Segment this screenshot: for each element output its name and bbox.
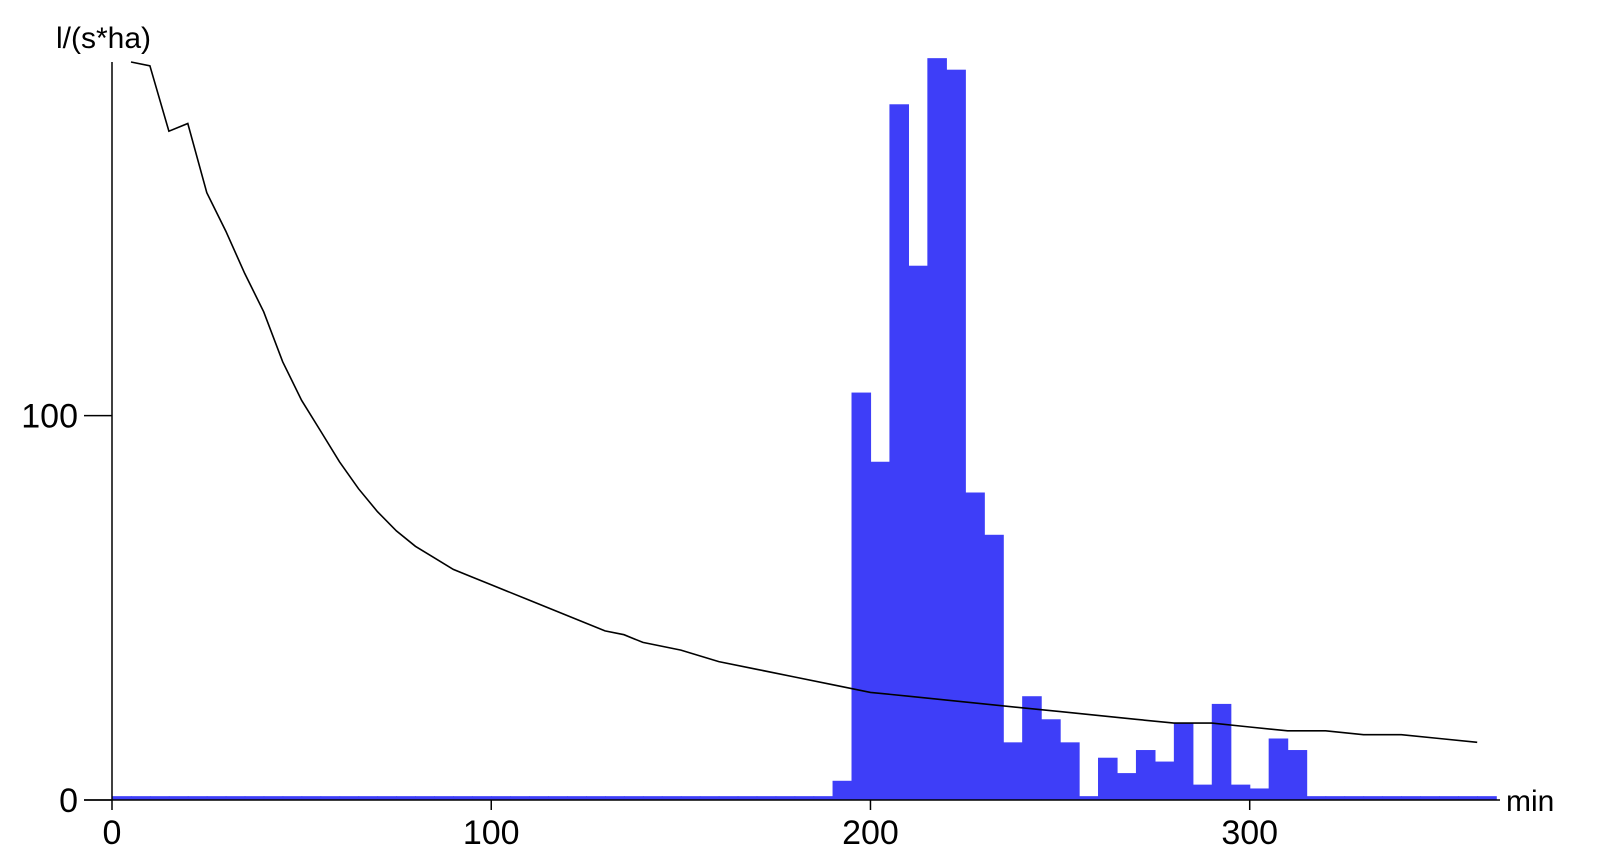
rain-bar — [1363, 796, 1384, 800]
rain-bar — [737, 796, 758, 800]
rain-bar — [718, 796, 739, 800]
rain-bar — [149, 796, 170, 800]
rain-bar — [1420, 796, 1440, 800]
rain-bar — [1098, 757, 1118, 800]
rain-bar — [1458, 796, 1478, 800]
rain-bar — [377, 796, 398, 800]
rain-bar — [1060, 742, 1080, 800]
rain-bar — [434, 796, 454, 800]
rain-bars — [112, 58, 1497, 800]
rain-bar — [1230, 784, 1251, 800]
x-tick-label: 100 — [463, 814, 520, 852]
rain-bar — [529, 796, 549, 800]
rain-bar — [775, 796, 796, 800]
rain-bar — [1325, 796, 1346, 800]
rain-bar — [1439, 796, 1459, 800]
y-ticks: 0 100 — [21, 398, 112, 820]
rain-bar — [1211, 703, 1232, 800]
rain-bar — [1192, 784, 1213, 800]
rain-bar — [661, 796, 682, 800]
rain-bar — [870, 461, 891, 800]
rain-bar — [965, 492, 985, 800]
y-axis-label: l/(s*ha) — [56, 22, 151, 55]
rain-bar — [813, 796, 834, 800]
rain-bar — [984, 534, 1004, 800]
rain-bar — [510, 796, 530, 800]
rain-bar — [1477, 796, 1497, 800]
rain-bar — [339, 796, 360, 800]
rain-bar — [225, 796, 246, 800]
rain-bar — [472, 796, 492, 800]
rain-bar — [1287, 750, 1308, 800]
rain-bar — [889, 104, 909, 800]
rain-bar — [908, 265, 928, 800]
rain-bar — [168, 796, 189, 800]
rain-bar — [794, 796, 815, 800]
rain-bar — [851, 392, 872, 800]
x-tick-label: 300 — [1221, 814, 1278, 852]
rain-bar — [1173, 723, 1194, 800]
rain-bar — [1003, 742, 1023, 800]
rain-bar — [415, 796, 435, 800]
rain-bar — [320, 796, 341, 800]
rain-bar — [263, 796, 284, 800]
x-axis-label: min — [1506, 785, 1554, 818]
rain-bar — [282, 796, 303, 800]
rain-bar — [699, 796, 720, 800]
rain-bar — [680, 796, 701, 800]
rain-bar — [1022, 696, 1042, 800]
rain-bar — [187, 796, 208, 800]
x-tick-label: 0 — [103, 814, 122, 852]
rain-bar — [1079, 796, 1099, 800]
rain-bar — [1249, 788, 1270, 800]
rain-bar — [396, 796, 416, 800]
rain-bar — [491, 796, 511, 800]
rain-bar — [244, 796, 265, 800]
rain-bar — [1344, 796, 1365, 800]
rain-bar — [946, 69, 966, 800]
y-tick-label: 0 — [59, 782, 78, 820]
x-tick-label: 200 — [842, 814, 899, 852]
rain-bar — [1116, 773, 1137, 800]
rain-bar — [112, 796, 132, 800]
rain-bar — [605, 796, 625, 800]
rain-bar — [1154, 761, 1175, 800]
y-tick-label: 100 — [21, 398, 78, 436]
rain-bar — [832, 780, 853, 800]
rain-bar — [130, 796, 151, 800]
rain-bar — [548, 796, 568, 800]
rain-bar — [927, 58, 947, 800]
rain-bar — [1041, 719, 1061, 800]
rain-bar — [1268, 738, 1289, 800]
rain-bar — [642, 796, 663, 800]
x-ticks: 0 100 200 300 — [103, 800, 1278, 852]
rain-bar — [1382, 796, 1402, 800]
rain-bar — [623, 796, 644, 800]
rain-bar — [1306, 796, 1327, 800]
rain-bar — [567, 796, 587, 800]
intensity-curve — [130, 61, 1478, 744]
rain-bar — [1401, 796, 1421, 800]
rain-bar — [301, 796, 322, 800]
rain-bar — [586, 796, 606, 800]
rain-bar — [1135, 750, 1156, 800]
rain-bar — [756, 796, 777, 800]
rain-bar — [453, 796, 473, 800]
rain-bar — [206, 796, 227, 800]
rain-bar — [358, 796, 379, 800]
